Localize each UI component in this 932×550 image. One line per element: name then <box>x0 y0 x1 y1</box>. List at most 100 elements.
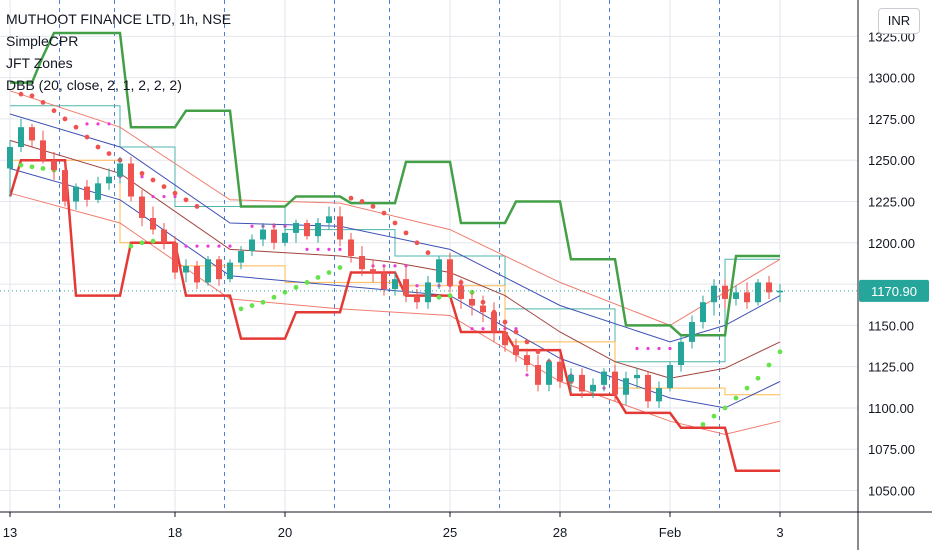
support-dot <box>304 280 310 285</box>
currency-button[interactable]: INR <box>878 8 920 34</box>
symbol-title[interactable]: MUTHOOT FINANCE LTD, 1h, NSE <box>6 11 232 27</box>
y-tick-label: 1200.00 <box>868 236 915 251</box>
sar-dot <box>359 199 365 204</box>
pivot-dot <box>415 284 419 288</box>
pivot-dot <box>316 247 320 251</box>
candle-body <box>590 384 596 392</box>
candle-body <box>777 290 783 293</box>
sar-dot <box>18 91 24 97</box>
support-dot <box>447 293 453 299</box>
last-price-label: 1170.90 <box>871 284 917 299</box>
candle-body <box>359 256 365 270</box>
y-tick-label: 1350.00 <box>868 0 915 3</box>
sar-dot <box>513 329 519 335</box>
sar-dot <box>84 134 90 140</box>
candle-body <box>183 265 189 273</box>
sar-dot <box>40 100 46 105</box>
sar-dot <box>524 339 530 345</box>
candle-body <box>711 285 717 303</box>
candle-body <box>667 365 673 389</box>
pivot-dot <box>206 244 210 248</box>
candle-body <box>117 163 123 177</box>
support-dot <box>326 270 332 275</box>
pivot-dot <box>250 224 254 228</box>
candle-body <box>535 365 541 385</box>
bb-mid <box>9 139 781 379</box>
pivot-dot <box>393 264 397 268</box>
bollinger-bands <box>9 90 781 435</box>
candle-body <box>95 183 101 200</box>
y-tick-label: 1100.00 <box>868 401 914 416</box>
indicator-dots <box>7 91 783 427</box>
pivot-dot <box>657 346 661 351</box>
candle-body <box>62 170 68 202</box>
sar-dot <box>535 349 541 355</box>
candle-body <box>40 140 46 161</box>
candle-body <box>689 322 695 342</box>
pivot-dot <box>162 194 166 199</box>
candle-body <box>744 292 750 303</box>
pivot-dot <box>646 346 650 351</box>
x-tick-label: 13 <box>3 525 17 540</box>
sar-dot <box>425 250 431 256</box>
candle-body <box>128 163 134 197</box>
bb-outer-upper <box>9 90 781 326</box>
sar-dot <box>106 151 112 157</box>
candle-body <box>172 242 178 273</box>
pivot-dot <box>525 373 529 377</box>
pivot-dot <box>228 244 232 248</box>
pivot-dot <box>481 327 485 331</box>
pivot-dot <box>85 122 89 126</box>
pivot-dot <box>151 194 155 199</box>
pivot-dot <box>107 122 111 126</box>
y-tick-label: 1250.00 <box>868 153 915 168</box>
support-dot <box>139 240 145 246</box>
candle-body <box>84 186 90 200</box>
candle-body <box>29 127 35 141</box>
candle-body <box>469 298 475 306</box>
legend: MUTHOOT FINANCE LTD, 1h, NSE SimpleCPR J… <box>6 8 231 96</box>
jft-zones <box>10 105 780 396</box>
sar-dot <box>62 116 68 122</box>
candle-body <box>260 229 266 240</box>
candle-body <box>293 222 299 233</box>
sar-dot <box>194 204 200 209</box>
sar-dot <box>414 240 420 246</box>
sar-dot <box>348 195 354 201</box>
support-dot <box>128 243 134 249</box>
pivot-dot <box>470 327 474 331</box>
candles <box>7 118 783 408</box>
candle-body <box>51 160 57 171</box>
candle-body <box>546 361 552 385</box>
candle-body <box>733 292 739 299</box>
sar-dot <box>139 171 145 176</box>
sar-dot <box>172 190 178 196</box>
indicator-simplecpr[interactable]: SimpleCPR <box>6 33 79 49</box>
candle-body <box>194 265 200 283</box>
candle-body <box>381 272 387 290</box>
candle-body <box>139 196 145 219</box>
x-tick-label: Feb <box>659 525 681 540</box>
indicator-dbb[interactable]: DBB (20, close, 2, 1, 2, 2, 2) <box>6 77 182 93</box>
pivot-dot <box>338 247 342 251</box>
support-dot <box>150 238 156 244</box>
x-tick-label: 25 <box>443 525 457 540</box>
cpr-top-line <box>10 31 780 337</box>
time-axis[interactable]: 13 18 20 25 28 Feb 3 <box>0 511 932 540</box>
support-dot <box>260 299 266 305</box>
y-tick-label: 1125.00 <box>868 360 914 375</box>
simple-cpr <box>8 31 780 472</box>
support-dot <box>755 375 761 381</box>
sar-dot <box>403 230 409 236</box>
support-dot <box>282 289 288 295</box>
price-axis[interactable]: 1050.001075.001100.001125.001150.001175.… <box>857 0 929 550</box>
candle-body <box>513 345 519 356</box>
indicator-jft-zones[interactable]: JFT Zones <box>6 55 73 71</box>
sar-dot <box>150 177 156 183</box>
support-dot <box>722 405 728 411</box>
candle-body <box>557 361 563 382</box>
candle-body <box>722 285 728 299</box>
candle-body <box>568 374 574 382</box>
y-tick-label: 1075.00 <box>868 442 915 457</box>
candle-body <box>480 305 486 313</box>
